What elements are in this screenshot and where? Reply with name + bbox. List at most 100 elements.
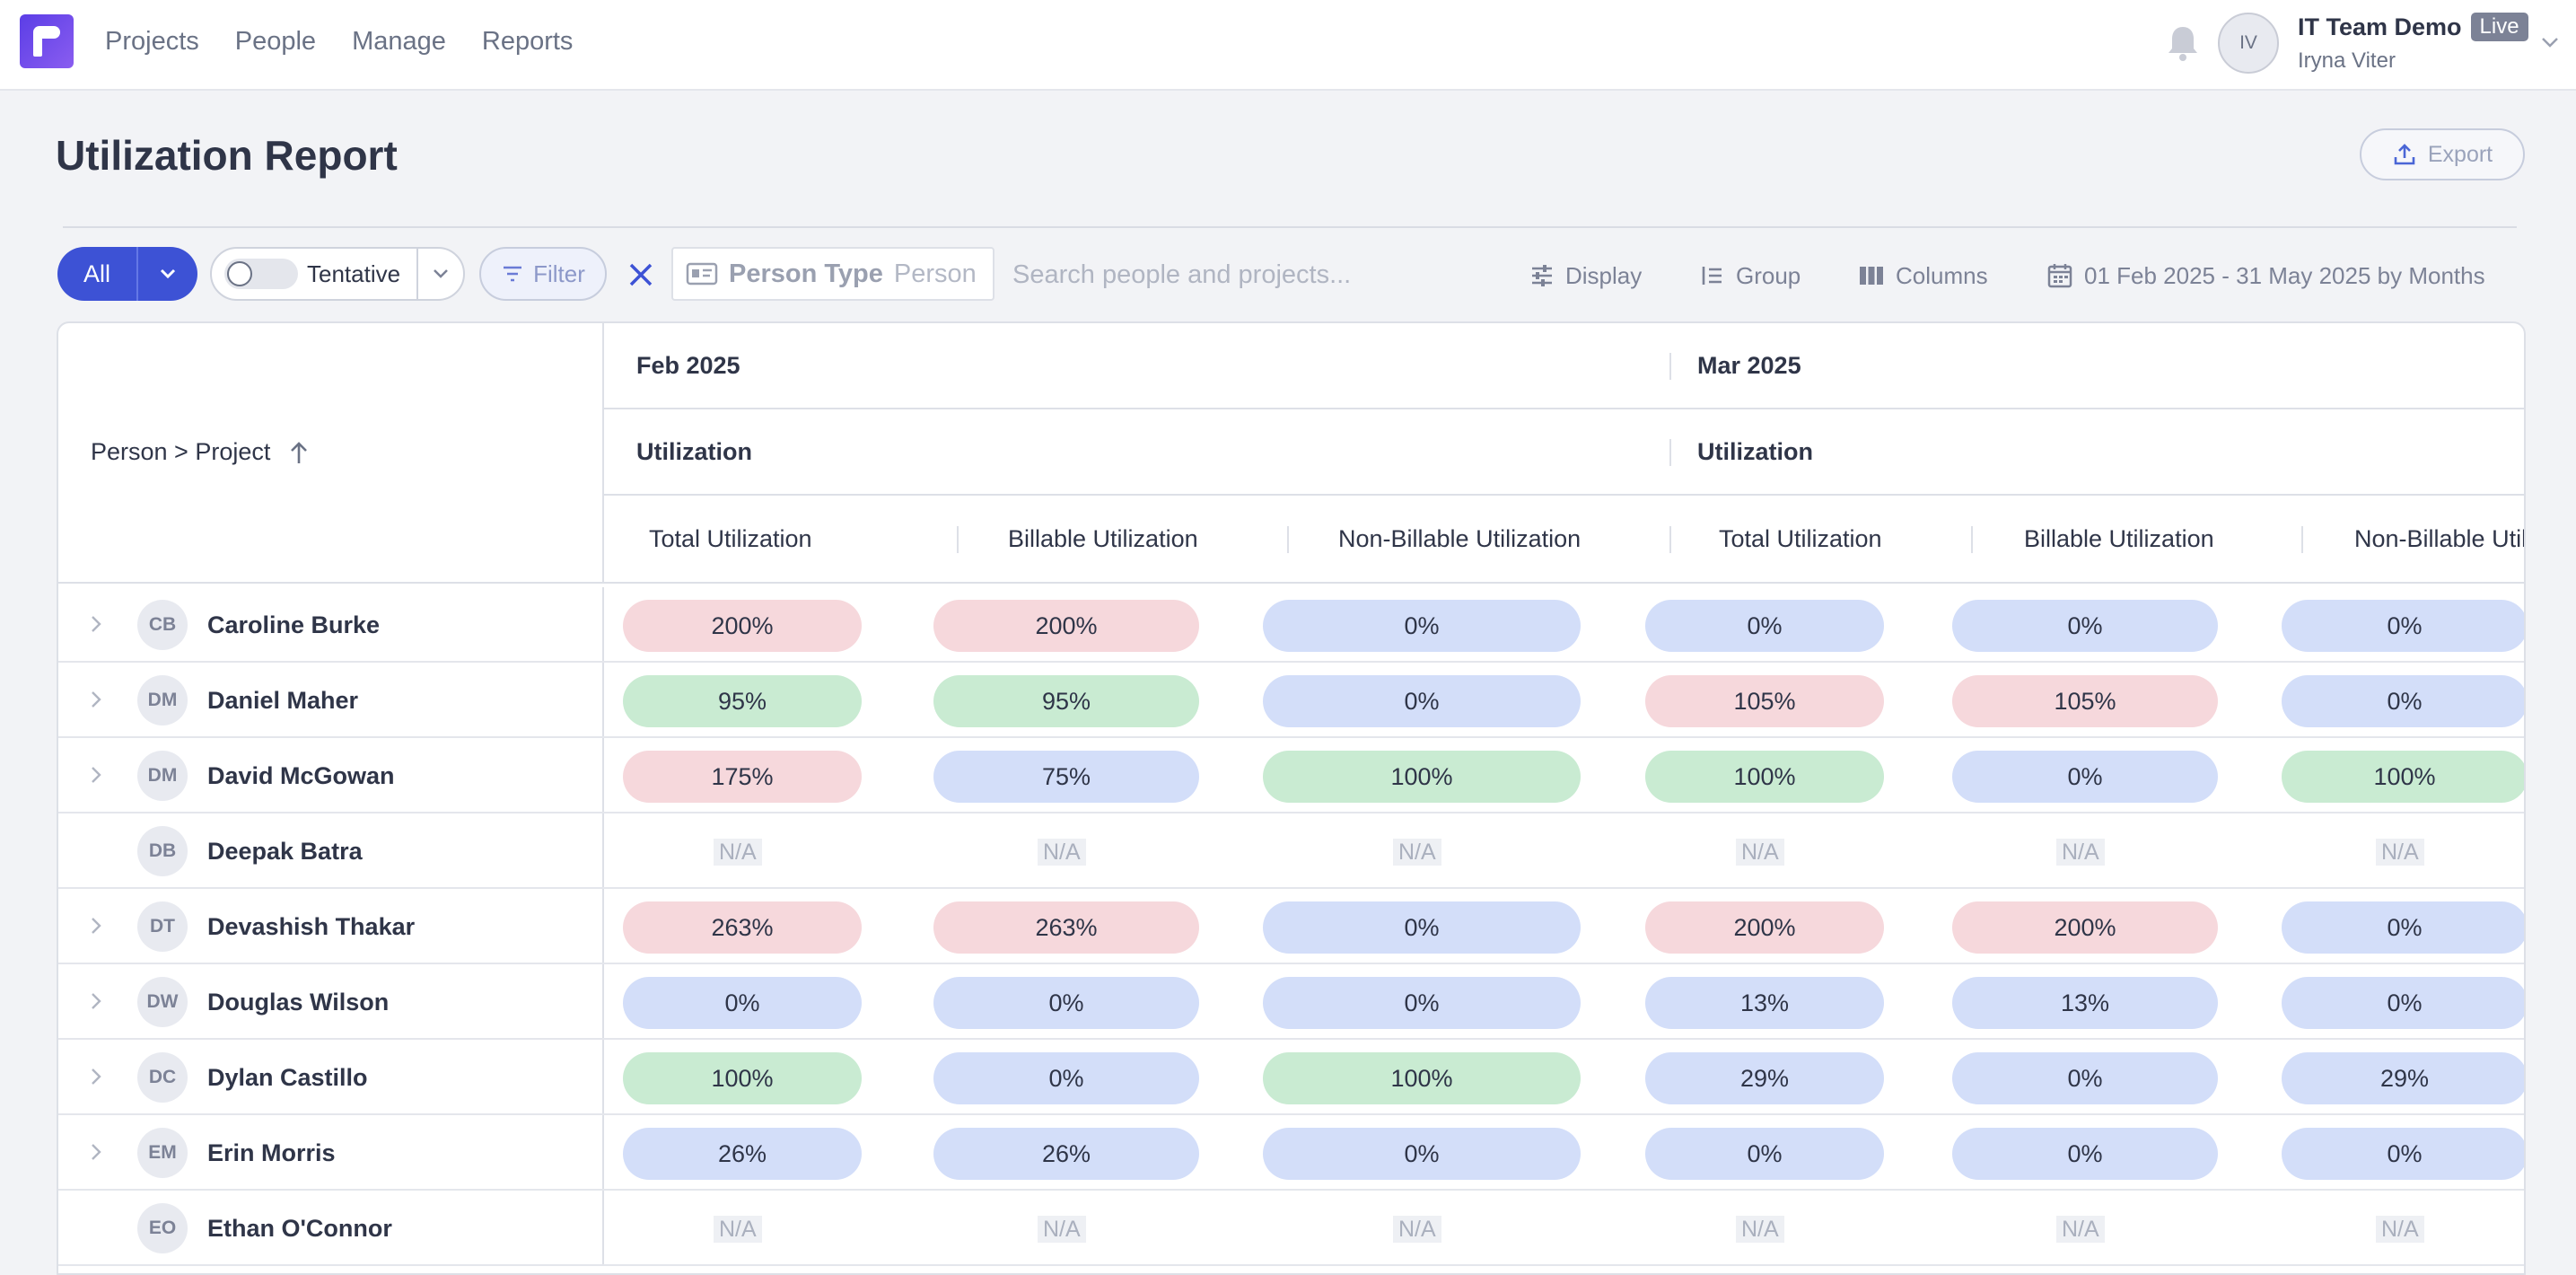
column-header[interactable]: Billable Utilization (1008, 524, 1198, 552)
sort-person-project[interactable]: Person > Project (91, 438, 310, 466)
user-avatar[interactable]: IV (2218, 13, 2279, 74)
person-name[interactable]: David McGowan (207, 762, 395, 789)
utilization-pill[interactable]: 100% (1263, 1052, 1581, 1104)
utilization-pill[interactable]: 0% (1952, 1052, 2218, 1104)
person-name[interactable]: Daniel Maher (207, 687, 359, 714)
chevron-right-icon[interactable] (85, 1140, 107, 1164)
utilization-pill[interactable]: 29% (1645, 1052, 1884, 1104)
person-type-filter-chip[interactable]: Person Type Person (671, 247, 994, 301)
utilization-pill[interactable]: 0% (1645, 1128, 1884, 1180)
nav-item-reports[interactable]: Reports (481, 27, 574, 56)
utilization-pill[interactable]: 0% (2282, 1128, 2524, 1180)
search-input[interactable] (1012, 255, 1479, 295)
utilization-pill[interactable]: 100% (1645, 751, 1884, 803)
utilization-pill[interactable]: 95% (623, 675, 862, 727)
account-switcher[interactable]: IT Team Demo Live Iryna Viter (2298, 13, 2528, 74)
utilization-pill[interactable]: 0% (1263, 901, 1581, 954)
utilization-pill[interactable]: 100% (623, 1052, 862, 1104)
table-row[interactable]: DM Daniel Maher 95% 95% 0% 105% 105% 0% (58, 663, 2524, 738)
person-name[interactable]: Deepak Batra (207, 838, 363, 865)
table-row[interactable]: DB Deepak Batra N/A N/A N/A N/A N/A N/A (58, 813, 2524, 889)
person-name[interactable]: Caroline Burke (207, 611, 381, 638)
person-name[interactable]: Devashish Thakar (207, 913, 416, 940)
utilization-pill[interactable]: 13% (1645, 977, 1884, 1029)
date-range-label: 01 Feb 2025 - 31 May 2025 by Months (2084, 261, 2485, 289)
chevron-right-icon[interactable] (85, 688, 107, 711)
utilization-pill[interactable]: 26% (623, 1128, 862, 1180)
utilization-pill[interactable]: 263% (623, 901, 862, 954)
utilization-pill[interactable]: 175% (623, 751, 862, 803)
utilization-pill[interactable]: 105% (1645, 675, 1884, 727)
column-header[interactable]: Billable Utilization (2024, 524, 2214, 552)
date-range-picker[interactable]: 01 Feb 2025 - 31 May 2025 by Months (2046, 258, 2485, 294)
app-logo[interactable] (20, 14, 74, 68)
nav-item-projects[interactable]: Projects (105, 27, 199, 56)
chevron-right-icon[interactable] (85, 914, 107, 937)
utilization-pill[interactable]: 200% (1952, 901, 2218, 954)
utilization-pill[interactable]: 200% (623, 600, 862, 652)
utilization-pill[interactable]: 0% (623, 977, 862, 1029)
utilization-pill[interactable]: 0% (1952, 1128, 2218, 1180)
nav-item-people[interactable]: People (234, 27, 317, 56)
chevron-right-icon[interactable] (85, 612, 107, 636)
table-row[interactable]: EM Erin Morris 26% 26% 0% 0% 0% 0% (58, 1115, 2524, 1191)
utilization-pill[interactable]: 200% (1645, 901, 1884, 954)
utilization-pill[interactable]: 0% (1263, 600, 1581, 652)
utilization-pill[interactable]: 100% (2282, 751, 2524, 803)
column-header[interactable]: Non-Billable Utilization (2354, 524, 2524, 552)
utilization-pill[interactable]: 105% (1952, 675, 2218, 727)
column-header[interactable]: Total Utilization (649, 524, 812, 552)
person-name[interactable]: Dylan Castillo (207, 1064, 368, 1091)
notification-bell-icon[interactable] (2165, 23, 2201, 63)
table-row[interactable]: CB Caroline Burke 200% 200% 0% 0% 0% 0% (58, 587, 2524, 663)
utilization-pill[interactable]: 100% (1263, 751, 1581, 803)
utilization-pill[interactable]: 0% (2282, 977, 2524, 1029)
group-button[interactable]: Group (1700, 258, 1801, 294)
utilization-pill[interactable]: 0% (1263, 977, 1581, 1029)
utilization-pill[interactable]: 0% (2282, 675, 2524, 727)
utilization-pill[interactable]: 0% (1263, 1128, 1581, 1180)
utilization-pill[interactable]: 13% (1952, 977, 2218, 1029)
table-row[interactable]: DT Devashish Thakar 263% 263% 0% 200% 200% 0% (58, 889, 2524, 964)
export-button[interactable]: Export (2360, 128, 2525, 180)
scope-all-label[interactable]: All (57, 247, 138, 301)
table-row[interactable]: EO Ethan O'Connor N/A N/A N/A N/A N/A N/A (58, 1191, 2524, 1266)
filter-button[interactable]: Filter (479, 247, 607, 301)
person-name[interactable]: Erin Morris (207, 1139, 336, 1166)
person-name[interactable]: Ethan O'Connor (207, 1215, 392, 1242)
utilization-pill[interactable]: 0% (1952, 600, 2218, 652)
na-value: N/A (2056, 839, 2105, 866)
column-header[interactable]: Total Utilization (1719, 524, 1882, 552)
person-name[interactable]: Douglas Wilson (207, 989, 390, 1016)
utilization-pill[interactable]: 0% (933, 1052, 1199, 1104)
utilization-pill[interactable]: 95% (933, 675, 1199, 727)
table-row[interactable]: DC Dylan Castillo 100% 0% 100% 29% 0% 29% (58, 1040, 2524, 1115)
chevron-right-icon[interactable] (85, 989, 107, 1013)
utilization-pill[interactable]: 0% (1952, 751, 2218, 803)
columns-button[interactable]: Columns (1858, 258, 1988, 294)
utilization-pill[interactable]: 200% (933, 600, 1199, 652)
utilization-pill[interactable]: 0% (1263, 675, 1581, 727)
table-body: CB Caroline Burke 200% 200% 0% 0% 0% 0% DM Daniel… (58, 587, 2524, 1266)
utilization-pill[interactable]: 75% (933, 751, 1199, 803)
utilization-pill[interactable]: 263% (933, 901, 1199, 954)
table-row[interactable]: DW Douglas Wilson 0% 0% 0% 13% 13% 0% (58, 964, 2524, 1040)
utilization-pill[interactable]: 26% (933, 1128, 1199, 1180)
utilization-pill[interactable]: 0% (2282, 901, 2524, 954)
nav-item-manage[interactable]: Manage (352, 27, 446, 56)
display-button[interactable]: Display (1529, 258, 1642, 294)
column-header[interactable]: Non-Billable Utilization (1338, 524, 1582, 552)
utilization-pill[interactable]: 0% (2282, 600, 2524, 652)
table-row[interactable]: DM David McGowan 175% 75% 100% 100% 0% 100% (58, 738, 2524, 813)
tentative-dropdown[interactable] (418, 263, 463, 285)
scope-dropdown[interactable] (138, 247, 197, 301)
clear-filters-close-icon[interactable] (623, 257, 659, 293)
tentative-toggle[interactable] (224, 259, 298, 289)
utilization-pill[interactable]: 0% (1645, 600, 1884, 652)
utilization-pill[interactable]: 29% (2282, 1052, 2524, 1104)
chevron-right-icon[interactable] (85, 763, 107, 787)
chevron-right-icon[interactable] (85, 1065, 107, 1088)
utilization-pill[interactable]: 0% (933, 977, 1199, 1029)
chevron-down-icon[interactable] (2538, 31, 2562, 54)
view-scope-selector[interactable]: All (57, 247, 197, 301)
